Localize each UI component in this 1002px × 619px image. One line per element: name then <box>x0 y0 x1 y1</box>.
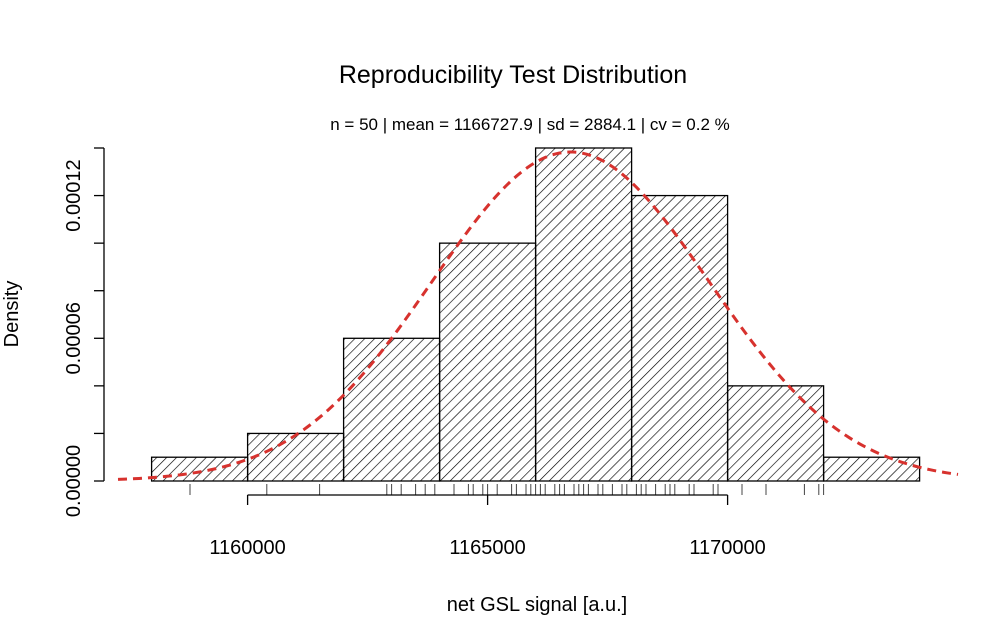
histogram-bar-4 <box>534 147 633 482</box>
rug-layer <box>189 484 825 495</box>
x-tick-label-2: 1170000 <box>689 537 765 559</box>
x-axis: 1160000 1165000 1170000 <box>209 494 766 559</box>
chart-subtitle: n = 50 | mean = 1166727.9 | sd = 2884.1 … <box>330 115 730 134</box>
y-tick-label-2: 0.00012 <box>63 159 85 231</box>
normal-density-curve <box>117 150 959 481</box>
histogram-bar-1 <box>246 432 345 482</box>
histogram-bar-6 <box>726 385 825 482</box>
x-axis-label: net GSL signal [a.u.] <box>447 594 627 616</box>
bars-layer <box>150 147 921 482</box>
x-tick-label-0: 1160000 <box>209 537 285 559</box>
chart-title: Reproducibility Test Distribution <box>339 61 687 89</box>
histogram-bar-3 <box>438 242 537 482</box>
y-tick-label-1: 0.00006 <box>63 302 85 374</box>
histogram-bar-2 <box>342 337 441 482</box>
x-tick-label-1: 1165000 <box>449 537 525 559</box>
y-axis: 0.00000 0.00006 0.00012 <box>63 147 105 517</box>
y-axis-label: Density <box>1 281 23 348</box>
histogram-bar-5 <box>630 194 729 482</box>
y-tick-label-0: 0.00000 <box>63 445 85 517</box>
histogram-bar-7 <box>822 456 921 482</box>
